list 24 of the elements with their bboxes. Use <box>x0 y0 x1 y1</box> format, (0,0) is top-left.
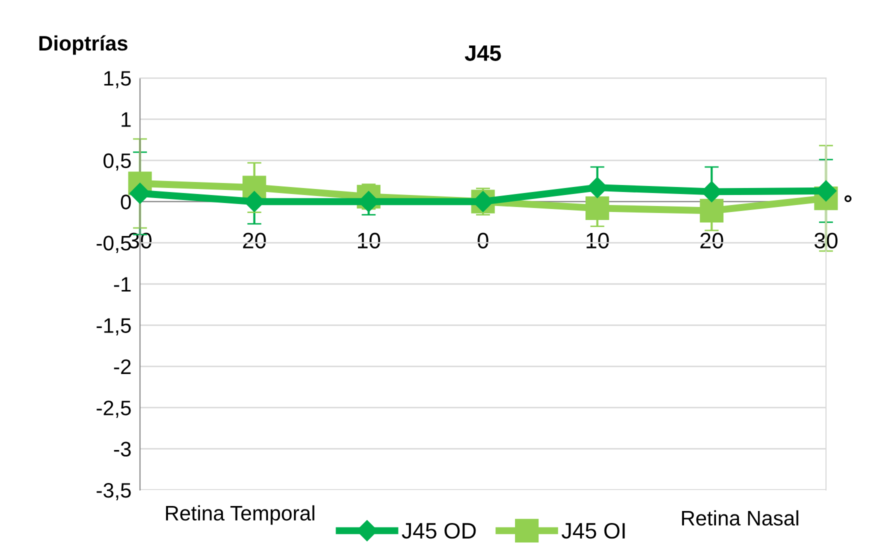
legend-label: J45 OD <box>402 522 476 539</box>
text: Retina Nasal <box>682 510 798 526</box>
x-tick-label: 10 <box>586 232 609 248</box>
point <box>586 196 610 220</box>
y-tick-label: -2,5 <box>96 400 131 418</box>
y-tick-label: 1,5 <box>104 71 131 88</box>
x-tick-label: 10 <box>358 232 380 248</box>
y-tick-label: -2 <box>114 359 131 374</box>
y-tick-label: -0,5 <box>96 236 131 254</box>
x-tick-label: 20 <box>243 232 266 248</box>
y-tick-label: -3 <box>114 442 131 457</box>
y-tick-label: -1,5 <box>96 318 131 336</box>
point <box>700 198 724 222</box>
x-tick-label: 20 <box>700 232 724 248</box>
text: ° <box>844 195 852 202</box>
y-tick-label: 0 <box>120 194 131 210</box>
legend-label: J45 OI <box>562 522 625 539</box>
y-tick-label: -3,5 <box>96 483 131 500</box>
y-tick-label: -1 <box>114 277 131 292</box>
y-tick-label: 0,5 <box>104 153 131 171</box>
text: Retina Temporal <box>166 505 314 525</box>
y-tick-label: 1 <box>122 112 131 127</box>
y-axis-title: Dioptrías <box>39 35 128 55</box>
chart-title: J45 <box>464 45 501 61</box>
